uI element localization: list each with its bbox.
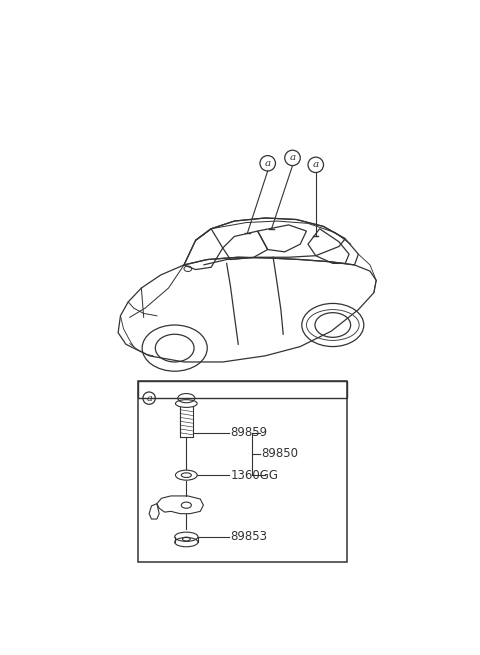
Text: 89853: 89853 [230,531,267,543]
Text: 89859: 89859 [230,426,268,440]
Text: 1360GG: 1360GG [230,468,278,481]
Bar [137,381,347,562]
Text: 89850: 89850 [262,447,299,460]
Text: a: a [312,160,319,170]
Text: a: a [146,394,152,403]
Text: a: a [264,159,271,168]
Text: a: a [289,153,296,162]
Bar [137,381,347,398]
